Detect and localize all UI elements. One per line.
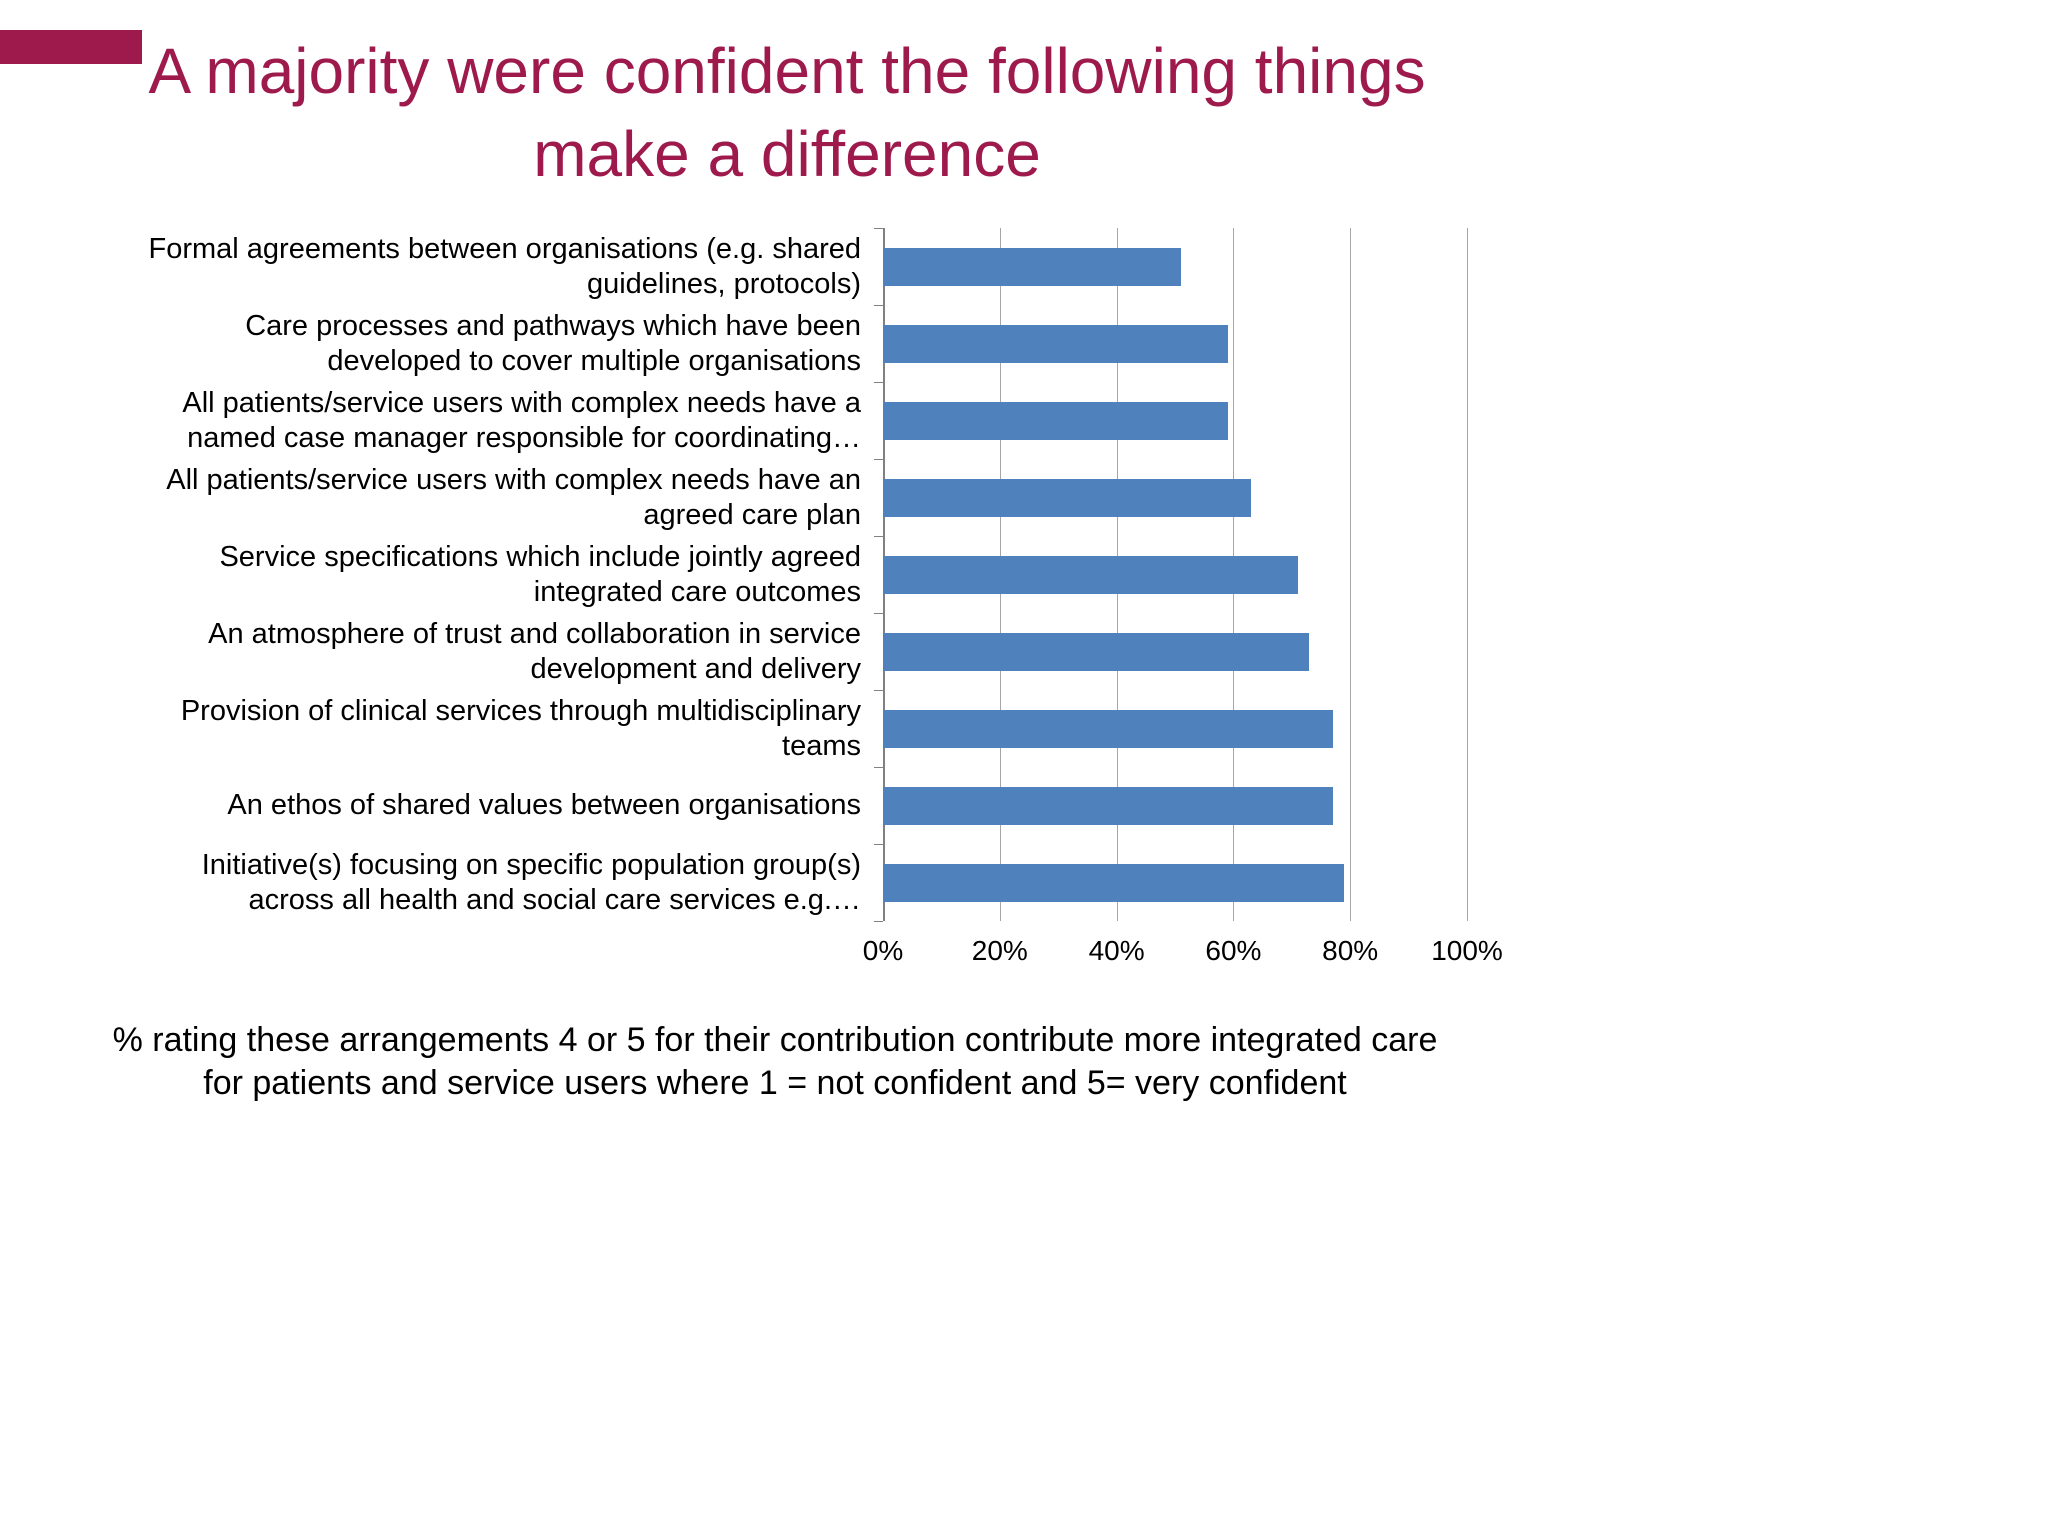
x-tick-label: 0% xyxy=(862,935,904,967)
bar xyxy=(883,247,1181,286)
bar-track xyxy=(883,613,1467,690)
y-axis-tick xyxy=(874,767,883,769)
category-label: Initiative(s) focusing on specific popul… xyxy=(201,848,861,916)
corner-accent-bar xyxy=(0,30,142,64)
slide-title: A majority were confident the following … xyxy=(148,35,1426,191)
bar xyxy=(883,478,1251,517)
x-tick-label: 80% xyxy=(1322,935,1379,967)
bar xyxy=(883,709,1333,748)
bar-track xyxy=(883,767,1467,844)
bar-track xyxy=(883,382,1467,459)
bar-track xyxy=(883,690,1467,767)
bar-track xyxy=(883,228,1467,305)
y-axis-tick xyxy=(874,844,883,846)
y-axis-tick xyxy=(874,613,883,615)
bar xyxy=(883,324,1228,363)
x-tick-label: 100% xyxy=(1431,935,1503,967)
y-axis-tick xyxy=(874,228,883,230)
chart-row: Service specifications which include joi… xyxy=(145,536,1467,613)
category-label: An atmosphere of trust and collaboration… xyxy=(208,617,861,685)
slide: A majority were confident the following … xyxy=(0,30,2048,1536)
chart-rows: Formal agreements between organisations … xyxy=(145,228,1467,921)
category-label: An ethos of shared values between organi… xyxy=(227,789,861,822)
chart-row: All patients/service users with complex … xyxy=(145,382,1467,459)
category-label: All patients/service users with complex … xyxy=(182,386,861,454)
x-tick-label: 40% xyxy=(1088,935,1145,967)
bar xyxy=(883,555,1298,594)
gridline xyxy=(1350,228,1352,922)
bar xyxy=(883,401,1228,440)
chart-row: Formal agreements between organisations … xyxy=(145,228,1467,305)
y-axis-tick xyxy=(874,536,883,538)
x-tick-label: 60% xyxy=(1205,935,1262,967)
chart-row: An atmosphere of trust and collaboration… xyxy=(145,613,1467,690)
category-label: All patients/service users with complex … xyxy=(166,463,861,531)
y-axis-tick xyxy=(874,305,883,307)
bar-track xyxy=(883,844,1467,921)
y-axis-tick xyxy=(874,921,883,923)
caption: % rating these arrangements 4 or 5 for t… xyxy=(112,1021,1438,1102)
bar-track xyxy=(883,305,1467,382)
chart-row: Initiative(s) focusing on specific popul… xyxy=(145,844,1467,921)
chart-row: Care processes and pathways which have b… xyxy=(145,305,1467,382)
bar-track xyxy=(883,459,1467,536)
category-label: Care processes and pathways which have b… xyxy=(245,309,861,377)
y-axis-tick xyxy=(874,382,883,384)
chart-row: Provision of clinical services through m… xyxy=(145,690,1467,767)
y-axis-tick xyxy=(874,459,883,461)
bar-track xyxy=(883,536,1467,613)
x-axis: 0% 20% 40% 60% 80% 100% xyxy=(863,921,1503,973)
y-axis-tick xyxy=(874,690,883,692)
category-label: Formal agreements between organisations … xyxy=(148,232,862,300)
x-tick-label: 20% xyxy=(971,935,1028,967)
chart-row: An ethos of shared values between organi… xyxy=(145,767,1467,844)
bar xyxy=(883,786,1333,825)
category-label: Service specifications which include joi… xyxy=(219,540,861,608)
bar xyxy=(883,863,1345,902)
category-label: Provision of clinical services through m… xyxy=(180,694,861,762)
chart-row: All patients/service users with complex … xyxy=(145,459,1467,536)
bar-chart: Formal agreements between organisations … xyxy=(145,228,1468,923)
gridline xyxy=(1467,228,1468,922)
bar xyxy=(883,632,1310,671)
